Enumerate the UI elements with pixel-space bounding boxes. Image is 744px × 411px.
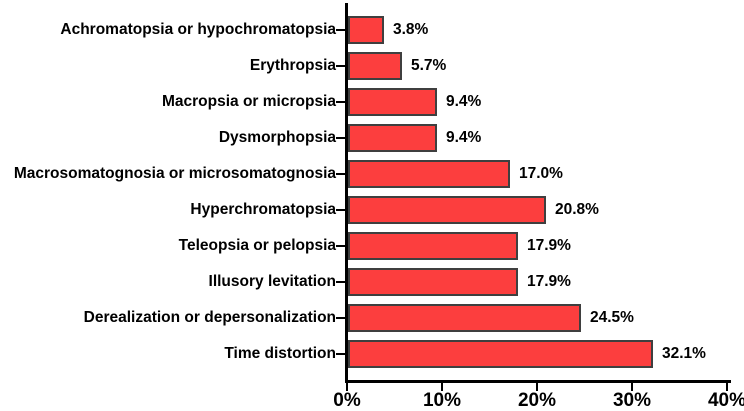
value-label: 9.4%: [446, 129, 482, 146]
y-axis-tick: [336, 29, 345, 31]
category-label: Teleopsia or pelopsia: [178, 237, 336, 254]
y-axis-tick: [336, 173, 345, 175]
value-label: 17.9%: [527, 237, 571, 254]
bar: [348, 268, 518, 296]
x-axis-tick-label: 20%: [517, 390, 557, 411]
y-axis-tick: [336, 245, 345, 247]
value-label: 24.5%: [590, 309, 634, 326]
bar: [348, 232, 518, 260]
value-label: 9.4%: [446, 93, 482, 110]
value-label: 17.0%: [519, 165, 563, 182]
category-label: Illusory levitation: [208, 273, 336, 290]
x-axis-tick: [726, 383, 728, 391]
x-axis-tick-label: 10%: [422, 390, 462, 411]
category-label: Hyperchromatopsia: [190, 201, 336, 218]
y-axis-tick: [336, 101, 345, 103]
x-axis-tick-label: 40%: [707, 390, 744, 411]
y-axis-tick: [336, 281, 345, 283]
y-axis-tick: [336, 209, 345, 211]
category-label: Macrosomatognosia or microsomatognosia: [13, 165, 336, 182]
category-label: Achromatopsia or hypochromatopsia: [60, 21, 336, 38]
x-axis-tick: [441, 383, 443, 391]
bar: [348, 160, 510, 188]
category-label: Macropsia or micropsia: [161, 93, 336, 110]
x-axis-tick: [631, 383, 633, 391]
y-axis-tick: [336, 317, 345, 319]
x-axis-tick-label: 0%: [333, 390, 361, 411]
bar: [348, 304, 581, 332]
category-label: Erythropsia: [249, 57, 336, 74]
category-label: Derealization or depersonalization: [83, 309, 336, 326]
bar: [348, 196, 546, 224]
bar: [348, 124, 437, 152]
y-axis-tick: [336, 65, 345, 67]
bar: [348, 88, 437, 116]
x-axis-line: [345, 380, 731, 383]
bar: [348, 52, 402, 80]
category-label: Dysmorphopsia: [218, 129, 336, 146]
x-axis-tick: [536, 383, 538, 391]
bar: [348, 16, 384, 44]
value-label: 20.8%: [555, 201, 599, 218]
category-label: Time distortion: [224, 345, 336, 362]
value-label: 5.7%: [411, 57, 447, 74]
y-axis-line: [345, 3, 348, 383]
bar: [348, 340, 653, 368]
value-label: 3.8%: [393, 21, 429, 38]
x-axis-tick: [346, 383, 348, 391]
y-axis-tick: [336, 353, 345, 355]
x-axis-tick-label: 30%: [612, 390, 652, 411]
value-label: 17.9%: [527, 273, 571, 290]
y-axis-tick: [336, 137, 345, 139]
value-label: 32.1%: [662, 345, 706, 362]
